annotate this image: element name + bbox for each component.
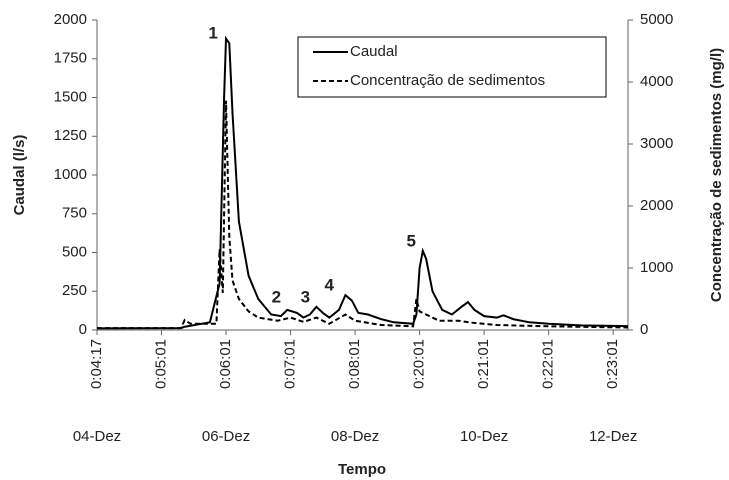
annotation: 3 <box>301 288 310 307</box>
y-axis-title: Caudal (l/s) <box>11 135 28 216</box>
y2-axis-title: Concentração de sedimentos (mg/l) <box>708 48 725 302</box>
date-label: 08-Dez <box>331 428 379 445</box>
x-tick-label: 0:07:01 <box>282 339 299 389</box>
y-tick-label: 1000 <box>54 166 87 183</box>
y-tick-label: 1750 <box>54 50 87 67</box>
legend-label: Caudal <box>350 43 398 60</box>
x-tick-label: 0:20:01 <box>411 339 428 389</box>
annotation: 1 <box>208 23 217 42</box>
x-tick-label: 0:06:01 <box>217 339 234 389</box>
y-tick-label: 2000 <box>54 11 87 28</box>
legend-label: Concentração de sedimentos <box>350 72 545 89</box>
x-tick-label: 0:23:01 <box>604 339 621 389</box>
y-tick-label: 750 <box>62 205 87 222</box>
x-tick-label: 0:08:01 <box>346 339 363 389</box>
date-label: 10-Dez <box>460 428 508 445</box>
date-label: 04-Dez <box>73 428 121 445</box>
line-series <box>97 100 629 330</box>
y2-tick-label: 1000 <box>640 259 673 276</box>
y2-tick-label: 3000 <box>640 135 673 152</box>
y-tick-label: 1500 <box>54 88 87 105</box>
x-tick-label: 0:21:01 <box>475 339 492 389</box>
y2-tick-label: 4000 <box>640 73 673 90</box>
y-tick-label: 1250 <box>54 127 87 144</box>
line-series <box>96 35 629 330</box>
x-tick-label: 0:04:17 <box>88 339 105 389</box>
annotation: 5 <box>406 231 415 250</box>
y-tick-label: 500 <box>62 243 87 260</box>
x-tick-label: 0:22:01 <box>540 339 557 389</box>
y2-tick-label: 5000 <box>640 11 673 28</box>
x-tick-label: 0:05:01 <box>152 339 169 389</box>
annotation: 4 <box>325 275 335 294</box>
date-label: 12-Dez <box>589 428 637 445</box>
annotation: 2 <box>272 288 281 307</box>
y-tick-label: 250 <box>62 282 87 299</box>
y-tick-label: 0 <box>79 321 87 338</box>
x-axis-title: Tempo <box>338 461 386 478</box>
y2-tick-label: 2000 <box>640 197 673 214</box>
y2-tick-label: 0 <box>640 321 648 338</box>
legend-box <box>297 36 607 98</box>
date-label: 06-Dez <box>202 428 250 445</box>
